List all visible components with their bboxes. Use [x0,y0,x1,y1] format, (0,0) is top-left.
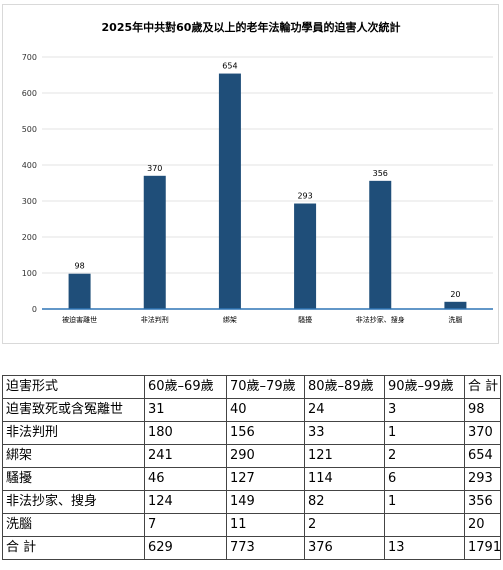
bar-chart: 2025年中共對60歲及以上的老年法輪功學員的迫害人次統計 0 100 200 300… [22,20,493,324]
table-row: 綁架 241 290 121 2 654 [2,444,501,468]
table-cell: 98 [464,398,501,422]
table-cell [384,513,465,537]
y-tick-label: 500 [22,125,37,134]
bar-5 [369,180,392,309]
table-cell: 非法抄家、搜身 [2,490,145,514]
table-cell: 46 [144,467,227,491]
bar-3 [218,73,241,309]
table-row: 洗腦 7 11 2 20 [2,513,501,537]
chart-title: 2025年中共對60歲及以上的老年法輪功學員的迫害人次統計 [102,20,401,34]
y-tick-label: 600 [22,89,37,98]
table-cell: 156 [226,421,305,445]
data-label: 356 [373,169,388,178]
table-cell: 1791 [464,536,501,560]
table-cell: 127 [226,467,305,491]
data-label: 370 [147,164,162,173]
table-cell: 7 [144,513,227,537]
bars [68,73,467,309]
data-labels: 98 370 654 293 356 20 [74,62,460,299]
table-header-cell: 60歲–69歲 [144,375,227,399]
x-tick-label: 綁架 [223,315,237,324]
table-cell: 654 [464,444,501,468]
bar-6 [444,301,467,309]
bar-1 [68,273,91,309]
x-tick-label: 洗腦 [448,315,462,324]
table-cell: 180 [144,421,227,445]
y-tick-label: 300 [22,197,37,206]
table-cell: 綁架 [2,444,145,468]
table-cell: 24 [304,398,385,422]
table-header-row: 迫害形式 60歲–69歲 70歲–79歲 80歲–89歲 90歲–99歲合 計 [2,375,501,399]
table-cell: 1 [384,490,465,514]
bar-4 [294,203,317,309]
table-row: 非法判刑 180 156 33 1 370 [2,421,501,445]
x-tick-label: 非法抄家、搜身 [356,315,405,324]
table-header-cell: 70歲–79歲 [226,375,305,399]
table-header-cell: 迫害形式 [2,375,145,399]
table-cell: 124 [144,490,227,514]
table-cell: 114 [304,467,385,491]
table-row: 騷擾 46 127 114 6 293 [2,467,501,491]
data-label: 20 [450,290,460,299]
table-cell: 非法判刑 [2,421,145,445]
table-cell: 149 [226,490,305,514]
table-cell: 洗腦 [2,513,145,537]
table-cell: 2 [384,444,465,468]
chart-container: 2025年中共對60歲及以上的老年法輪功學員的迫害人次統計 0 100 200 300… [2,4,499,344]
y-tick-label: 700 [22,53,37,62]
table-cell: 6 [384,467,465,491]
table-row: 非法抄家、搜身 124 149 82 1 356 [2,490,501,514]
data-label: 654 [222,62,237,71]
table-cell: 迫害致死或含冤離世 [2,398,145,422]
y-tick-label: 200 [22,233,37,242]
data-label: 98 [74,262,84,271]
table-row: 迫害致死或含冤離世 31 40 24 3 98 [2,398,501,422]
y-axis-ticks: 0 100 200 300 400 500 600 700 [22,53,37,314]
data-label: 293 [297,192,312,201]
table-cell: 376 [304,536,385,560]
x-tick-label: 非法判刑 [141,315,169,324]
table-cell: 40 [226,398,305,422]
table-cell: 290 [226,444,305,468]
table-cell: 293 [464,467,501,491]
bar-2 [143,175,166,309]
table-cell: 13 [384,536,465,560]
table-cell: 370 [464,421,501,445]
x-tick-label: 被迫害離世 [62,315,97,324]
x-axis-ticks: 被迫害離世 非法判刑 綁架 騷擾 非法抄家、搜身 洗腦 [62,315,462,324]
table-cell: 773 [226,536,305,560]
table-cell: 1 [384,421,465,445]
table-cell: 2 [304,513,385,537]
table-cell: 20 [464,513,501,537]
table-cell: 騷擾 [2,467,145,491]
table-cell: 82 [304,490,385,514]
table-cell: 11 [226,513,305,537]
table-header-cell: 80歲–89歲 [304,375,385,399]
table-cell: 241 [144,444,227,468]
y-tick-label: 0 [32,305,37,314]
table-cell: 合 計 [2,536,145,560]
table-header-cell: 合 計 [464,375,501,399]
table-header-cell: 90歲–99歲 [384,375,465,399]
table-cell: 629 [144,536,227,560]
grid-lines [42,56,493,274]
y-tick-label: 100 [22,269,37,278]
table-cell: 356 [464,490,501,514]
table-cell: 121 [304,444,385,468]
table-cell: 31 [144,398,227,422]
table-cell: 3 [384,398,465,422]
y-tick-label: 400 [22,161,37,170]
table-cell: 33 [304,421,385,445]
table-row: 合 計 629 773 376 13 1791 [2,536,501,560]
statistics-table: 迫害形式 60歲–69歲 70歲–79歲 80歲–89歲 90歲–99歲合 計迫害致死或… [2,375,501,560]
x-tick-label: 騷擾 [298,315,312,324]
